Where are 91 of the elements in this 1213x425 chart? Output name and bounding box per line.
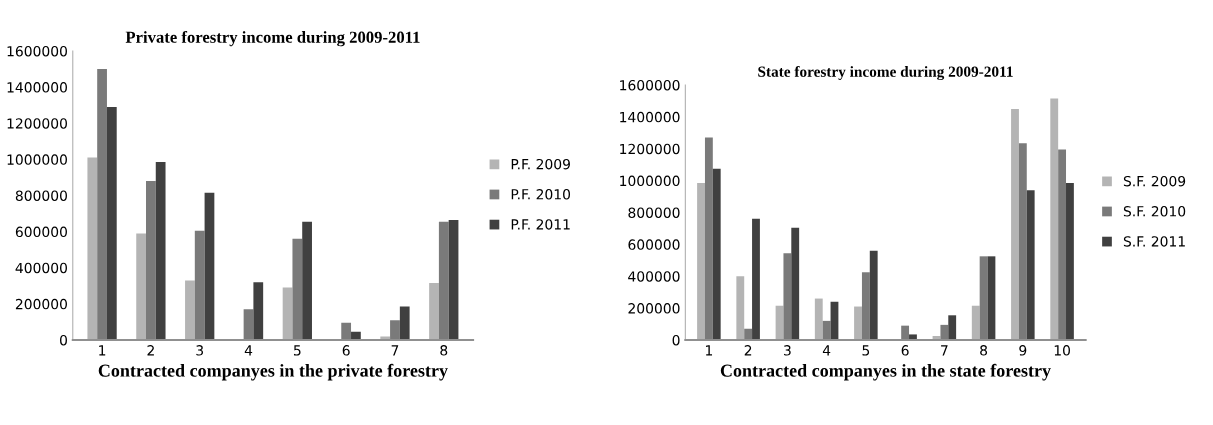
- bar: [861, 272, 870, 340]
- bar: [97, 69, 107, 340]
- bar: [253, 282, 264, 340]
- bar: [155, 162, 166, 340]
- x-tick-label: 7: [391, 345, 399, 356]
- y-tick-label: 400000: [628, 271, 680, 282]
- y-tick-label: 1000000: [620, 175, 680, 187]
- y-tick-label: 200000: [15, 298, 67, 310]
- x-tick-label: 8: [440, 345, 448, 356]
- legend-label: S.F. 2010: [1123, 206, 1186, 217]
- y-tick-label: 0: [672, 334, 680, 346]
- bar: [204, 192, 215, 340]
- bar: [1026, 190, 1035, 340]
- y-tick-label: 1600000: [7, 45, 67, 57]
- x-axis-title: Contracted companyes in the state forestry: [720, 363, 1051, 381]
- y-tick-label: 1000000: [7, 154, 67, 165]
- y-tick-label: 200000: [628, 303, 680, 314]
- x-tick-label: 6: [342, 345, 350, 356]
- x-tick-label: 10: [1054, 345, 1070, 356]
- bar: [736, 276, 745, 340]
- bar: [146, 181, 156, 340]
- bar: [1011, 108, 1019, 340]
- bar: [979, 256, 988, 340]
- bar: [948, 315, 957, 340]
- bar: [752, 218, 760, 340]
- y-tick-label: 800000: [15, 190, 67, 201]
- bar: [1018, 143, 1027, 340]
- x-tick-label: 1: [706, 345, 713, 356]
- x-tick-label: 5: [293, 345, 301, 356]
- x-tick-label: 3: [784, 345, 791, 356]
- y-tick-label: 1400000: [7, 82, 67, 93]
- x-tick-label: 5: [862, 345, 870, 356]
- bar: [791, 227, 800, 340]
- x-tick-label: 2: [744, 345, 752, 356]
- x-tick-label: 8: [980, 345, 988, 356]
- bar: [292, 238, 303, 340]
- bar: [438, 221, 449, 340]
- bar: [136, 233, 146, 340]
- y-tick-label: 600000: [628, 239, 680, 250]
- bar: [712, 168, 721, 340]
- bar: [971, 305, 980, 340]
- x-tick-label: 4: [244, 345, 253, 356]
- bar: [940, 324, 949, 340]
- bar: [697, 183, 705, 340]
- y-tick-label: 1200000: [620, 143, 680, 155]
- bar: [448, 219, 459, 340]
- y-tick-label: 400000: [15, 262, 67, 274]
- bar: [106, 106, 117, 340]
- bar: [854, 306, 862, 340]
- bar: [87, 157, 98, 340]
- legend-label: P.F. 2010: [511, 189, 571, 200]
- bar: [901, 325, 910, 340]
- legend-label: S.F. 2011: [1123, 236, 1185, 247]
- x-tick-label: 2: [147, 345, 154, 356]
- bar: [429, 283, 439, 340]
- legend-label: P.F. 2009: [511, 158, 570, 170]
- x-tick-label: 6: [901, 345, 909, 356]
- bar: [869, 250, 878, 340]
- chart-title: State forestry income during 2009-2011: [758, 65, 1013, 81]
- bar: [282, 287, 293, 340]
- bar: [1050, 98, 1059, 340]
- y-tick-label: 1600000: [620, 79, 680, 91]
- bar: [185, 280, 195, 340]
- chart-title: Private forestry income during 2009-2011: [125, 30, 420, 47]
- bar: [390, 320, 400, 340]
- x-tick-label: 3: [196, 345, 204, 356]
- y-tick-label: 800000: [628, 207, 680, 218]
- bar: [814, 298, 823, 340]
- y-tick-label: 1200000: [7, 118, 67, 129]
- bar: [909, 334, 917, 340]
- bar: [302, 221, 312, 340]
- bar: [243, 309, 254, 340]
- legend-label: P.F. 2011: [511, 219, 570, 230]
- bar: [341, 322, 352, 340]
- x-tick-label: 7: [941, 345, 948, 356]
- y-tick-label: 1400000: [620, 111, 680, 123]
- x-tick-label: 4: [822, 345, 831, 356]
- x-axis-title: Contracted companyes in the private forestry: [98, 363, 448, 381]
- bar: [704, 137, 713, 340]
- x-tick-label: 9: [1019, 345, 1027, 356]
- bar: [399, 306, 410, 340]
- legend-label: S.F. 2009: [1123, 175, 1186, 187]
- bar: [744, 328, 753, 340]
- y-tick-label: 0: [60, 334, 67, 346]
- bar: [1058, 149, 1067, 340]
- bar: [1066, 183, 1074, 340]
- x-tick-label: 1: [99, 345, 106, 356]
- y-tick-label: 600000: [15, 226, 67, 238]
- bar: [783, 253, 792, 340]
- bar: [822, 320, 831, 340]
- bar: [194, 230, 205, 340]
